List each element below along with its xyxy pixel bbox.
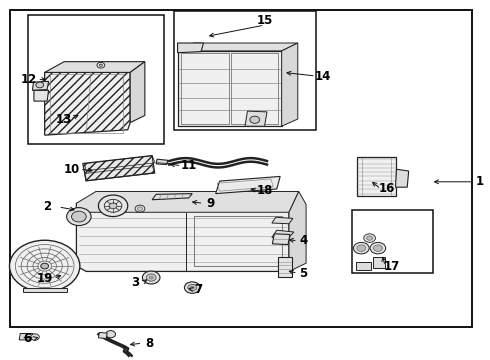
Polygon shape [272,230,294,237]
Text: 19: 19 [36,272,53,285]
Polygon shape [177,43,203,53]
Text: 1: 1 [475,175,484,188]
Text: 2: 2 [43,201,51,213]
Circle shape [41,263,49,269]
Text: 14: 14 [315,69,331,82]
Polygon shape [98,332,107,338]
Circle shape [138,207,143,211]
Polygon shape [156,159,168,165]
Circle shape [373,245,382,251]
Circle shape [184,282,200,293]
Text: 16: 16 [378,183,395,195]
Polygon shape [177,43,298,51]
Circle shape [106,330,116,338]
Circle shape [109,203,117,209]
Text: 10: 10 [63,163,80,176]
Bar [27,15,164,144]
Polygon shape [45,72,130,135]
Bar [174,12,316,130]
Circle shape [9,240,80,292]
Bar [231,53,278,125]
Polygon shape [130,62,145,123]
Bar [49,74,123,134]
Polygon shape [245,111,267,126]
Text: 17: 17 [384,260,400,273]
Text: 8: 8 [146,337,154,350]
Text: 13: 13 [56,113,73,126]
Polygon shape [32,81,49,90]
Circle shape [188,284,196,291]
Circle shape [72,211,86,222]
Polygon shape [289,192,306,271]
Bar [10,10,472,327]
Text: 11: 11 [181,159,197,172]
Circle shape [364,234,375,242]
Polygon shape [272,217,293,224]
Circle shape [147,274,156,281]
Circle shape [367,236,372,240]
Circle shape [353,242,369,254]
Circle shape [149,276,153,279]
Polygon shape [272,234,290,244]
Text: 9: 9 [207,197,215,210]
Bar [180,53,229,125]
Text: 7: 7 [195,283,203,296]
Circle shape [30,334,39,340]
Text: 3: 3 [131,276,139,289]
Bar [23,288,67,292]
Text: 12: 12 [21,73,37,86]
Circle shape [98,195,128,217]
Circle shape [67,208,91,226]
Bar [278,257,292,277]
Bar [352,211,433,273]
Polygon shape [76,192,299,212]
Circle shape [357,245,366,251]
Polygon shape [152,194,192,200]
Circle shape [99,64,102,66]
Polygon shape [282,43,298,126]
Bar [357,157,396,196]
Text: 5: 5 [299,267,308,280]
Polygon shape [177,51,282,126]
Polygon shape [216,176,280,194]
Text: 6: 6 [24,332,32,345]
Text: 4: 4 [299,234,308,247]
Polygon shape [68,214,90,220]
Circle shape [36,82,44,88]
Polygon shape [76,203,289,271]
Bar [356,262,371,270]
Bar [373,257,385,268]
Circle shape [143,271,160,284]
Polygon shape [19,333,33,340]
Text: 18: 18 [256,184,273,197]
Circle shape [190,286,194,289]
Circle shape [370,242,386,254]
Polygon shape [83,156,155,181]
Text: 15: 15 [256,14,273,27]
Polygon shape [395,169,409,187]
Polygon shape [45,62,145,72]
Polygon shape [34,90,49,101]
Circle shape [250,116,260,123]
